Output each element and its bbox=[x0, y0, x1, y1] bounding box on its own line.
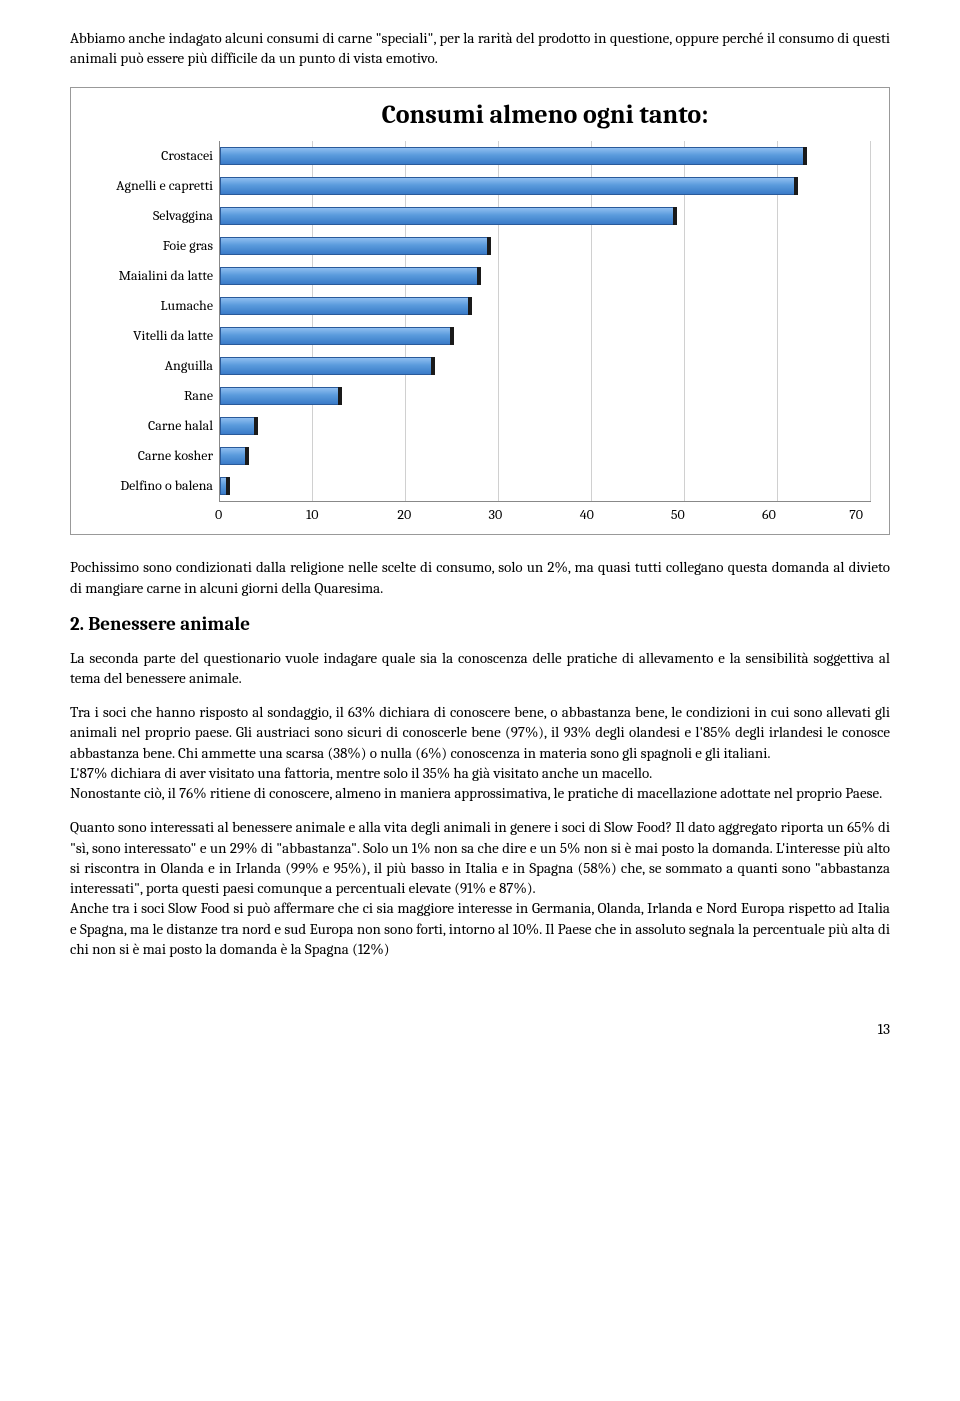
paragraph-3b: L'87% dichiara di aver visitato una fatt… bbox=[70, 764, 652, 782]
chart-category-label: Anguilla bbox=[79, 351, 213, 381]
chart-bar-row bbox=[220, 381, 871, 411]
chart-x-tick: 30 bbox=[489, 506, 580, 525]
chart-bar-row bbox=[220, 201, 871, 231]
chart-x-tick: 50 bbox=[671, 506, 762, 525]
chart-x-tick: 70 bbox=[849, 506, 863, 525]
paragraph-4-block: Quanto sono interessati al benessere ani… bbox=[70, 817, 890, 959]
chart-category-label: Crostacei bbox=[79, 141, 213, 171]
paragraph-4b: Anche tra i soci Slow Food si può afferm… bbox=[70, 899, 890, 958]
chart-x-tick: 40 bbox=[580, 506, 671, 525]
paragraph-2: La seconda parte del questionario vuole … bbox=[70, 648, 890, 689]
chart-bar bbox=[220, 477, 229, 495]
chart-bars bbox=[220, 141, 871, 501]
chart-bar-row bbox=[220, 321, 871, 351]
chart-plot bbox=[219, 141, 871, 502]
paragraph-3c: Nonostante ciò, il 76% ritiene di conosc… bbox=[70, 784, 882, 802]
chart-category-label: Delfino o balena bbox=[79, 471, 213, 501]
chart-area: CrostaceiAgnelli e caprettiSelvagginaFoi… bbox=[79, 141, 871, 502]
chart-bar-row bbox=[220, 231, 871, 261]
chart-bar bbox=[220, 267, 480, 285]
chart-bar bbox=[220, 297, 471, 315]
chart-x-tick: 0 bbox=[215, 506, 306, 525]
chart-category-label: Foie gras bbox=[79, 231, 213, 261]
chart-bar-row bbox=[220, 261, 871, 291]
chart-bar bbox=[220, 177, 797, 195]
chart-container: Consumi almeno ogni tanto: CrostaceiAgne… bbox=[70, 87, 890, 536]
chart-category-label: Carne halal bbox=[79, 411, 213, 441]
chart-category-label: Rane bbox=[79, 381, 213, 411]
chart-bar-row bbox=[220, 411, 871, 441]
chart-category-label: Vitelli da latte bbox=[79, 321, 213, 351]
chart-bar bbox=[220, 387, 341, 405]
chart-y-labels: CrostaceiAgnelli e caprettiSelvagginaFoi… bbox=[79, 141, 219, 502]
paragraph-3a: Tra i soci che hanno risposto al sondagg… bbox=[70, 703, 890, 762]
paragraph-3-block: Tra i soci che hanno risposto al sondagg… bbox=[70, 702, 890, 803]
chart-bar-row bbox=[220, 171, 871, 201]
chart-category-label: Carne kosher bbox=[79, 441, 213, 471]
chart-x-axis: 010203040506070 bbox=[219, 506, 871, 525]
chart-bar-row bbox=[220, 441, 871, 471]
chart-category-label: Selvaggina bbox=[79, 201, 213, 231]
chart-bar bbox=[220, 357, 434, 375]
section-number: 2. bbox=[70, 613, 84, 635]
chart-bar bbox=[220, 237, 490, 255]
chart-x-tick: 10 bbox=[306, 506, 397, 525]
chart-bar bbox=[220, 327, 453, 345]
chart-x-tick: 20 bbox=[397, 506, 488, 525]
chart-bar bbox=[220, 417, 257, 435]
chart-title: Consumi almeno ogni tanto: bbox=[219, 98, 871, 133]
chart-bar bbox=[220, 207, 676, 225]
chart-x-tick: 60 bbox=[762, 506, 853, 525]
chart-bar bbox=[220, 447, 248, 465]
chart-category-label: Agnelli e capretti bbox=[79, 171, 213, 201]
chart-category-label: Maialini da latte bbox=[79, 261, 213, 291]
page-number: 13 bbox=[70, 1019, 890, 1039]
section-title: Benessere animale bbox=[88, 613, 250, 635]
chart-bar-row bbox=[220, 471, 871, 501]
paragraph-4a: Quanto sono interessati al benessere ani… bbox=[70, 818, 890, 897]
paragraph-1: Pochissimo sono condizionati dalla relig… bbox=[70, 557, 890, 598]
chart-bar bbox=[220, 147, 806, 165]
chart-bar-row bbox=[220, 291, 871, 321]
chart-bar-row bbox=[220, 141, 871, 171]
chart-category-label: Lumache bbox=[79, 291, 213, 321]
intro-paragraph: Abbiamo anche indagato alcuni consumi di… bbox=[70, 28, 890, 69]
section-heading: 2. Benessere animale bbox=[70, 612, 890, 638]
chart-bar-row bbox=[220, 351, 871, 381]
